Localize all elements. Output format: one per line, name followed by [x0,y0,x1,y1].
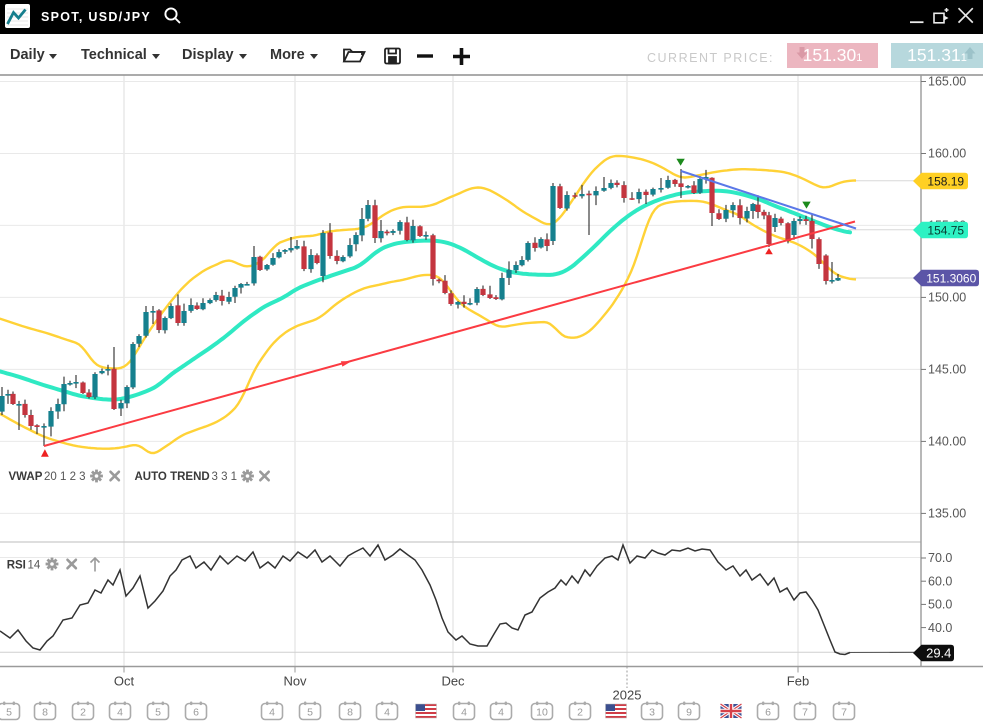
svg-text:20 1 2 3: 20 1 2 3 [44,471,86,483]
svg-text:5: 5 [155,707,161,719]
svg-text:6: 6 [193,707,199,719]
svg-text:160.00: 160.00 [928,147,966,161]
svg-text:RSI: RSI [7,560,26,572]
svg-text:2: 2 [577,707,583,719]
svg-text:VWAP: VWAP [9,471,43,483]
svg-text:7: 7 [841,707,847,719]
svg-text:14: 14 [28,560,41,572]
svg-text:140.00: 140.00 [928,435,966,449]
svg-text:70.0: 70.0 [928,551,952,565]
svg-text:10: 10 [536,707,548,719]
svg-text:154.75: 154.75 [927,223,964,237]
svg-text:6: 6 [765,707,771,719]
svg-text:5: 5 [6,707,12,719]
svg-text:9: 9 [686,707,692,719]
svg-text:7: 7 [802,707,808,719]
svg-text:AUTO TREND: AUTO TREND [135,471,210,483]
svg-text:145.00: 145.00 [928,363,966,377]
svg-text:4: 4 [498,707,504,719]
svg-text:40.0: 40.0 [928,621,952,635]
svg-text:135.00: 135.00 [928,507,966,521]
svg-text:Oct: Oct [114,674,135,689]
svg-text:4: 4 [269,707,275,719]
svg-text:60.0: 60.0 [928,574,952,588]
svg-text:3: 3 [649,707,655,719]
svg-text:4: 4 [461,707,467,719]
svg-text:165.00: 165.00 [928,75,966,89]
svg-text:5: 5 [307,707,313,719]
svg-text:2: 2 [80,707,86,719]
svg-text:2025: 2025 [613,688,642,703]
svg-text:4: 4 [117,707,123,719]
svg-text:3 3 1: 3 3 1 [212,471,238,483]
svg-text:158.19: 158.19 [927,174,964,188]
svg-text:151.3060: 151.3060 [926,271,976,285]
svg-text:4: 4 [384,707,390,719]
svg-text:8: 8 [347,707,353,719]
svg-text:Feb: Feb [787,674,809,689]
svg-text:29.4: 29.4 [926,645,951,660]
svg-text:Dec: Dec [441,674,465,689]
svg-text:50.0: 50.0 [928,598,952,612]
svg-text:Nov: Nov [283,674,307,689]
svg-text:8: 8 [42,707,48,719]
svg-text:150.00: 150.00 [928,291,966,305]
